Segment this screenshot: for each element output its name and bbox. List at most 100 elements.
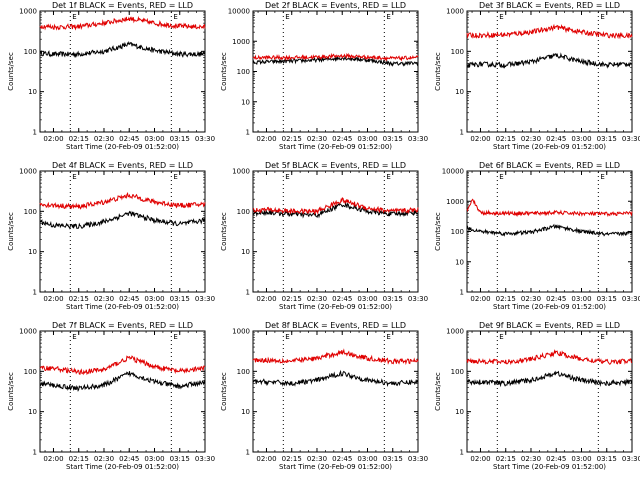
chart-title: Det 8f BLACK = Events, RED = LLD [265, 321, 406, 330]
series-line-lld [39, 15, 206, 31]
y-tick-label: 1000 [232, 38, 250, 46]
x-tick-label: 02:00 [470, 135, 490, 143]
y-axis-label: Counts/sec [434, 52, 442, 91]
event-marker-label: E [72, 173, 76, 181]
plot-frame [252, 170, 419, 293]
chart-panel-5: Det 5f BLACK = Events, RED = LLD 02:00 02:… [220, 161, 428, 311]
x-tick-label: 03:30 [195, 135, 215, 143]
event-marker-label: E [600, 173, 604, 181]
y-axis-label: Counts/sec [220, 52, 228, 91]
y-tick-label: 100 [24, 208, 37, 216]
x-tick-label: 03:30 [622, 295, 640, 303]
y-tick-label: 10 [28, 248, 37, 256]
chart-panel-4: Det 4f BLACK = Events, RED = LLD 02:00 02:… [7, 161, 215, 311]
event-marker-label: E [386, 173, 390, 181]
y-tick-label: 1 [246, 129, 250, 137]
x-tick-label: 02:30 [521, 135, 541, 143]
x-tick-label: 03:30 [622, 135, 640, 143]
x-tick-label: 03:00 [571, 295, 591, 303]
x-tick-label: 02:00 [256, 295, 276, 303]
event-marker-label: E [173, 333, 177, 341]
x-tick-label: 02:15 [496, 455, 516, 463]
x-tick-label: 02:45 [332, 295, 352, 303]
x-tick-label: 03:00 [144, 455, 164, 463]
y-tick-label: 100 [451, 48, 464, 56]
x-tick-label: 02:00 [470, 455, 490, 463]
series-line-events [252, 369, 419, 387]
chart-title: Det 1f BLACK = Events, RED = LLD [52, 1, 193, 10]
series-line-events [466, 52, 633, 69]
series-line-events [39, 371, 206, 392]
x-tick-label: 03:15 [597, 455, 617, 463]
x-tick-label: 03:30 [408, 135, 428, 143]
chart-panel-3: Det 3f BLACK = Events, RED = LLD 02:00 02:… [434, 1, 640, 151]
x-tick-label: 02:15 [282, 455, 302, 463]
event-marker-label: E [386, 13, 390, 21]
x-axis-label: Start Time (20-Feb-09 01:52:00) [66, 463, 179, 471]
y-tick-label: 100 [451, 228, 464, 236]
chart-panel-1: Det 1f BLACK = Events, RED = LLD 02:00 02:… [7, 1, 215, 151]
x-tick-label: 02:15 [69, 295, 89, 303]
x-tick-label: 03:00 [144, 135, 164, 143]
x-tick-label: 03:15 [597, 295, 617, 303]
series-line-events [466, 223, 633, 237]
chart-title: Det 9f BLACK = Events, RED = LLD [479, 321, 620, 330]
x-tick-label: 02:45 [119, 295, 139, 303]
event-marker-label: E [600, 333, 604, 341]
y-tick-label: 1 [246, 449, 250, 457]
y-tick-label: 10 [241, 248, 250, 256]
x-tick-label: 02:45 [332, 455, 352, 463]
series-line-events [466, 370, 633, 388]
y-tick-label: 10 [28, 408, 37, 416]
y-tick-label: 10 [241, 98, 250, 106]
plot-frame [252, 330, 419, 453]
y-axis-label: Counts/sec [7, 372, 15, 411]
x-tick-label: 03:00 [357, 135, 377, 143]
x-tick-label: 03:30 [408, 295, 428, 303]
y-tick-label: 1000 [446, 328, 464, 336]
y-tick-label: 1 [246, 289, 250, 297]
x-tick-label: 02:15 [69, 455, 89, 463]
x-tick-label: 03:15 [170, 135, 190, 143]
y-tick-label: 1000 [446, 8, 464, 16]
x-tick-label: 02:45 [546, 455, 566, 463]
chart-title: Det 3f BLACK = Events, RED = LLD [479, 1, 620, 10]
event-marker-label: E [499, 13, 503, 21]
x-tick-label: 02:30 [94, 135, 114, 143]
y-axis-label: Counts/sec [434, 372, 442, 411]
x-tick-label: 02:00 [256, 455, 276, 463]
x-tick-label: 02:15 [496, 295, 516, 303]
y-tick-label: 1 [460, 129, 464, 137]
x-tick-label: 02:30 [521, 455, 541, 463]
x-axis-label: Start Time (20-Feb-09 01:52:00) [66, 303, 179, 311]
y-tick-label: 1000 [232, 168, 250, 176]
series-line-lld [39, 355, 206, 376]
y-tick-label: 1 [33, 289, 37, 297]
y-tick-label: 10000 [228, 8, 250, 16]
x-tick-label: 03:15 [383, 295, 403, 303]
chart-panel-2: Det 2f BLACK = Events, RED = LLD 02:00 02:… [220, 1, 428, 151]
x-tick-label: 02:15 [69, 135, 89, 143]
y-tick-label: 100 [24, 368, 37, 376]
x-tick-label: 02:30 [307, 295, 327, 303]
y-tick-label: 1000 [446, 198, 464, 206]
y-tick-label: 10 [455, 258, 464, 266]
chart-panel-9: Det 9f BLACK = Events, RED = LLD 02:00 02:… [434, 321, 640, 471]
y-tick-label: 100 [237, 208, 250, 216]
event-marker-label: E [72, 333, 76, 341]
chart-title: Det 7f BLACK = Events, RED = LLD [52, 321, 193, 330]
x-tick-label: 03:15 [170, 295, 190, 303]
x-tick-label: 03:15 [170, 455, 190, 463]
x-tick-label: 02:30 [521, 295, 541, 303]
x-tick-label: 02:00 [43, 455, 63, 463]
x-tick-label: 02:45 [119, 135, 139, 143]
y-tick-label: 1000 [232, 328, 250, 336]
x-tick-label: 02:30 [94, 455, 114, 463]
event-marker-label: E [499, 333, 503, 341]
x-tick-label: 03:15 [597, 135, 617, 143]
y-axis-label: Counts/sec [7, 52, 15, 91]
plot-frame [39, 10, 206, 133]
series-line-lld [252, 348, 419, 366]
